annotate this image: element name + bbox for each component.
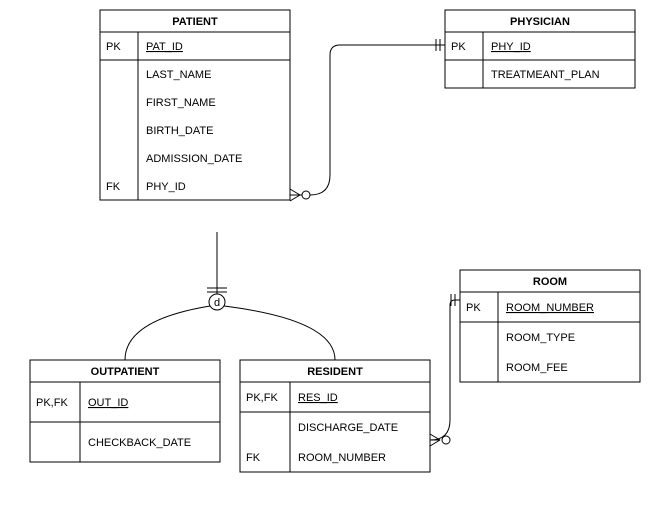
entity-resident-key-0: PK,FK	[246, 392, 278, 404]
er-diagram: PATIENT PK PAT_ID LAST_NAME FIRST_NAME BIRTH_…	[0, 0, 651, 511]
entity-patient-attr-3: BIRTH_DATE	[146, 125, 213, 137]
entity-room-attr-0: ROOM_NUMBER	[506, 302, 594, 314]
entity-resident-attr-2: ROOM_NUMBER	[298, 452, 386, 464]
entity-resident-key-2: FK	[246, 452, 261, 464]
entity-room-title: ROOM	[533, 276, 567, 288]
entity-resident-attr-1: DISCHARGE_DATE	[298, 422, 398, 434]
connector-patient-physician	[290, 39, 445, 201]
entity-physician-title: PHYSICIAN	[510, 16, 570, 28]
entity-outpatient-attr-1: CHECKBACK_DATE	[88, 437, 191, 449]
subtype-symbol: d	[209, 294, 225, 310]
entity-physician-attr-1: TREATMEANT_PLAN	[491, 69, 600, 81]
entity-outpatient-key-0: PK,FK	[36, 397, 68, 409]
entity-patient-attr-0: PAT_ID	[146, 41, 183, 53]
entity-resident-attr-0: RES_ID	[298, 392, 338, 404]
connector-subtype-outpatient	[125, 306, 210, 360]
entity-patient-key-5: FK	[106, 181, 121, 193]
entity-patient-key-0: PK	[106, 41, 121, 53]
entity-outpatient-title: OUTPATIENT	[91, 366, 160, 378]
entity-patient-attr-5: PHY_ID	[146, 181, 186, 193]
connector-subtype-resident	[224, 306, 335, 360]
entity-room-key-0: PK	[466, 302, 481, 314]
connector-resident-room	[430, 294, 460, 446]
entity-physician-attr-0: PHY_ID	[491, 41, 531, 53]
entity-patient-attr-1: LAST_NAME	[146, 69, 211, 81]
entity-room-attr-1: ROOM_TYPE	[506, 332, 575, 344]
entity-resident: RESIDENT PK,FK RES_ID DISCHARGE_DATE FK ROOM_…	[240, 360, 430, 472]
entity-room-attr-2: ROOM_FEE	[506, 362, 568, 374]
entity-patient: PATIENT PK PAT_ID LAST_NAME FIRST_NAME BIRTH_…	[100, 10, 290, 200]
crowfoot	[430, 434, 450, 446]
entity-outpatient-attr-0: OUT_ID	[88, 397, 128, 409]
entity-outpatient: OUTPATIENT PK,FK OUT_ID CHECKBACK_DATE	[30, 360, 220, 462]
entity-patient-title: PATIENT	[172, 16, 218, 28]
entity-resident-title: RESIDENT	[307, 366, 363, 378]
entity-physician-key-0: PK	[451, 41, 466, 53]
entity-physician: PHYSICIAN PK PHY_ID TREATMEANT_PLAN	[445, 10, 635, 88]
entity-patient-attr-4: ADMISSION_DATE	[146, 153, 242, 165]
svg-text:d: d	[214, 297, 220, 309]
entity-patient-attr-2: FIRST_NAME	[146, 97, 216, 109]
crowfoot	[290, 189, 310, 201]
entity-room: ROOM PK ROOM_NUMBER ROOM_TYPE ROOM_FEE	[460, 270, 640, 382]
